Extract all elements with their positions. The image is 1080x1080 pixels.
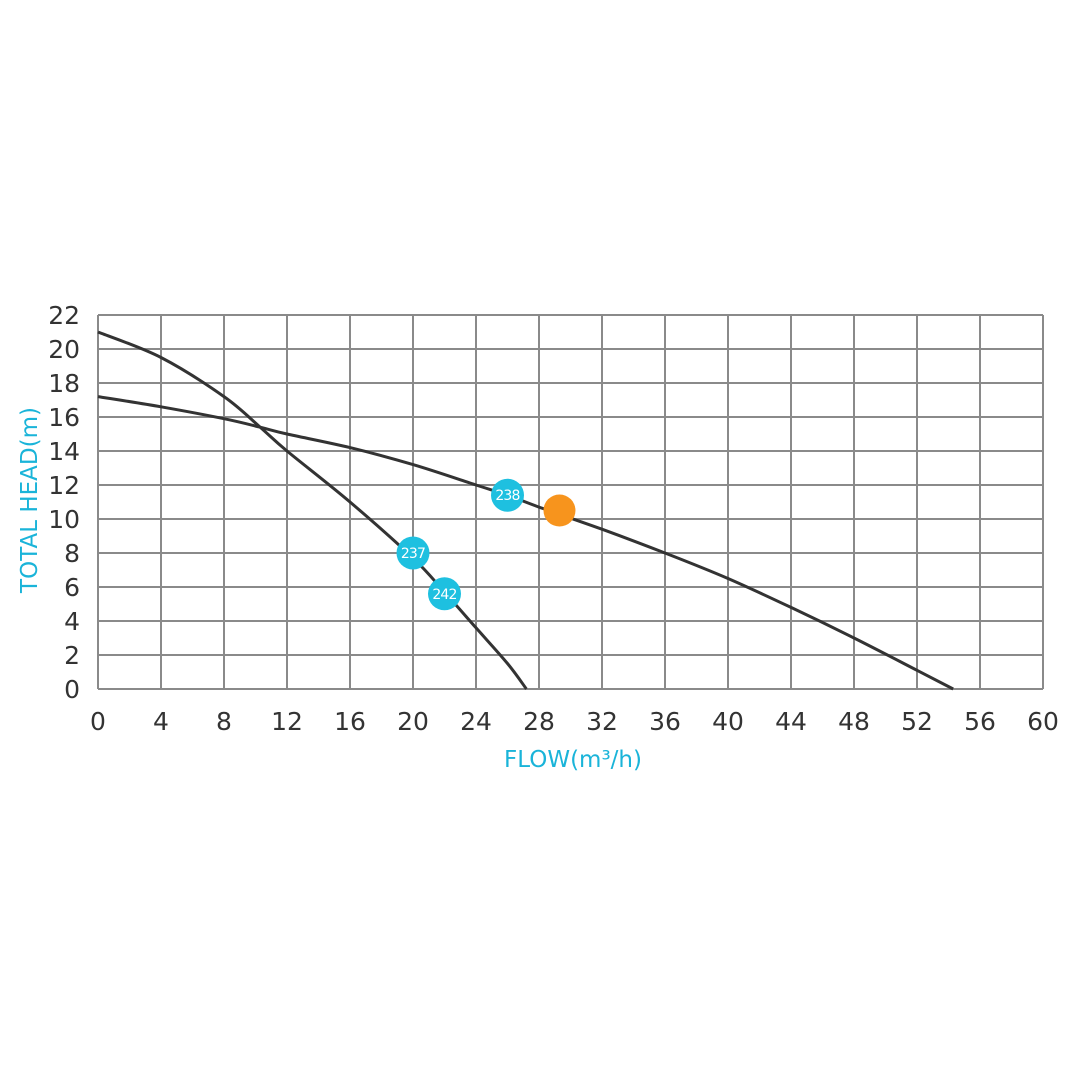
x-tick-label: 60 [1027,707,1059,736]
x-tick-label: 12 [271,707,303,736]
model-marker-label: 238 [495,488,519,504]
x-tick-label: 48 [838,707,870,736]
x-axis-title: FLOW(m³/h) [504,747,642,773]
y-tick-label: 14 [48,437,80,466]
y-tick-label: 0 [64,675,80,704]
x-tick-label: 32 [586,707,618,736]
y-tick-label: 16 [48,403,80,432]
model-marker: 242 [428,577,461,611]
operating-point [543,494,576,527]
x-tick-label: 24 [460,707,492,736]
x-tick-label: 8 [216,707,232,736]
model-marker-label: 237 [401,546,425,562]
y-tick-label: 18 [48,369,80,398]
model-marker-circle [491,478,524,512]
y-axis-title: TOTAL HEAD(m) [17,407,43,594]
y-tick-label: 2 [64,641,80,670]
y-tick-label: 6 [64,573,80,602]
y-tick-label: 4 [64,607,80,636]
x-tick-label: 56 [964,707,996,736]
y-tick-label: 8 [64,539,80,568]
series-line-1 [97,330,528,690]
x-axis-ticks: 0 4 8 12 16 20 24 28 32 36 40 44 48 52 56 60 [90,707,1059,736]
x-tick-label: 44 [775,707,807,736]
x-tick-label: 36 [649,707,681,736]
x-tick-label: 0 [90,707,106,736]
y-axis-ticks: 0 2 4 6 8 10 12 14 16 18 20 22 [48,301,80,704]
y-tick-label: 22 [48,301,80,330]
model-marker-circle [428,577,461,611]
x-tick-label: 20 [397,707,429,736]
y-tick-label: 20 [48,335,80,364]
y-tick-label: 12 [48,471,80,500]
model-marker-circle [396,536,430,570]
x-tick-label: 16 [334,707,366,736]
x-tick-label: 4 [153,707,169,736]
model-marker-label: 242 [432,587,456,603]
model-marker: 238 [491,478,524,512]
markers: 237 242 238 [396,478,576,611]
x-tick-label: 28 [523,707,555,736]
y-tick-label: 10 [48,505,80,534]
x-tick-label: 52 [901,707,933,736]
x-tick-label: 40 [712,707,744,736]
model-marker: 237 [396,536,430,570]
